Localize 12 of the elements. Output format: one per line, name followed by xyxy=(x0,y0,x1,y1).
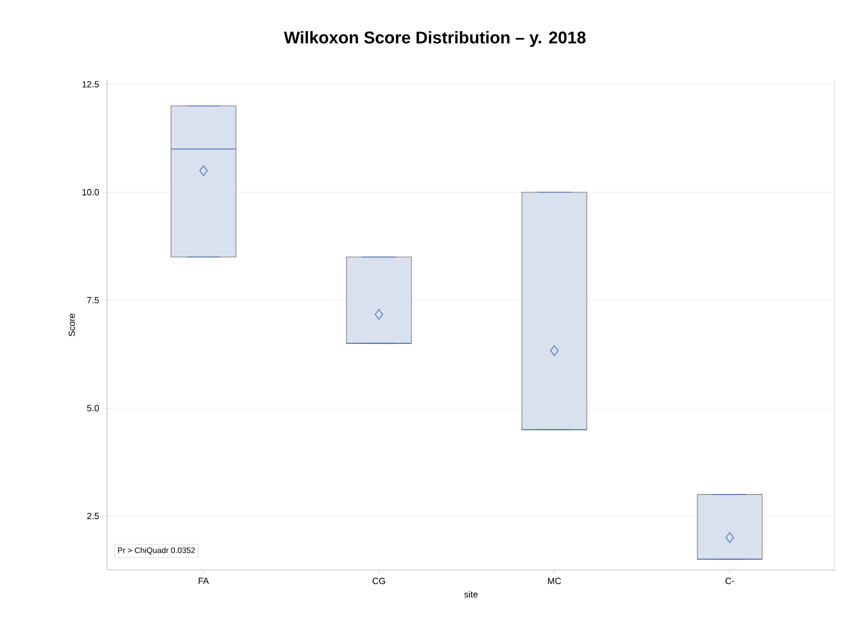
chart-title: Wilkoxon Score Distribution – y. 2018 xyxy=(284,31,586,47)
x-tick-label: FA xyxy=(198,578,209,584)
y-axis-title: Score xyxy=(68,314,75,336)
y-tick-label: 12.5 xyxy=(82,81,99,88)
x-axis-title: site xyxy=(464,590,478,598)
y-tick-label: 10.0 xyxy=(82,189,99,196)
x-tick-label: C- xyxy=(725,578,734,584)
y-tick-label: 2.5 xyxy=(87,512,99,520)
y-tick-label: 7.5 xyxy=(87,297,99,304)
x-tick-label: CG xyxy=(372,578,385,584)
y-tick-label: 5.0 xyxy=(87,404,99,412)
x-tick-label: MC xyxy=(548,578,561,584)
